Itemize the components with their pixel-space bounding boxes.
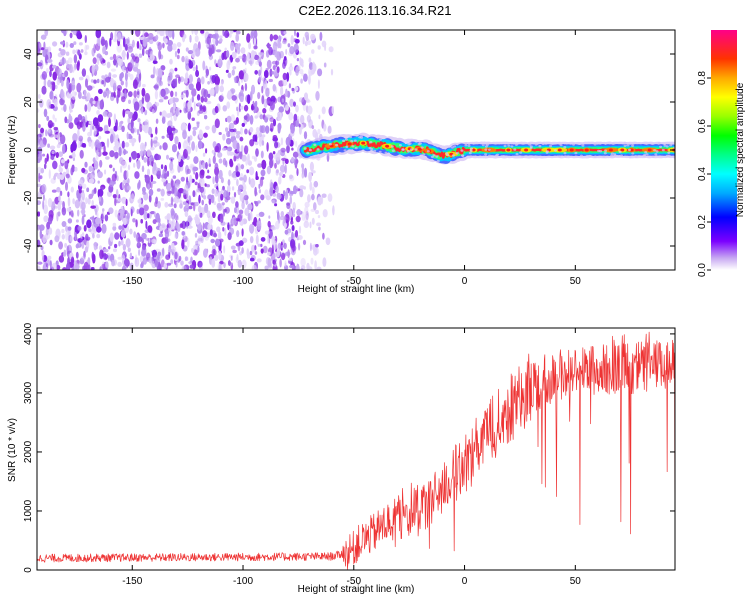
spectrogram-x-axis-label: Height of straight line (km) <box>298 284 415 295</box>
snr-series-line <box>37 331 675 570</box>
colorbar-tick-label: 0.8 <box>697 71 708 85</box>
snr-x-axis-label: Height of straight line (km) <box>298 584 415 595</box>
spectrogram-ridge-layer <box>297 132 675 165</box>
spectrogram-x-tick-label: 50 <box>570 276 582 287</box>
spectrogram-y-tick-label: 0 <box>23 147 34 153</box>
snr-y-tick-label: 4000 <box>23 322 34 345</box>
snr-series-layer <box>37 331 675 570</box>
snr-y-ticks: 0 1000 2000 3000 4000 <box>23 322 675 573</box>
colorbar-ticks: 0.0 0.2 0.4 0.6 0.8 <box>697 71 711 277</box>
spectrogram-y-tick-label: 20 <box>23 96 34 108</box>
colorbar-tick-label: 0.2 <box>697 215 708 229</box>
colorbar: 0.0 0.2 0.4 0.6 0.8 Normalized spectral ampl… <box>697 30 746 277</box>
snr-y-axis-label: SNR (10 * v/v) <box>7 418 18 482</box>
spectrogram-x-tick-label: -50 <box>347 276 362 287</box>
snr-y-tick-label: 1000 <box>23 499 34 522</box>
spectrogram-y-tick-label: -40 <box>23 238 34 253</box>
spectrogram-x-tick-label: -150 <box>122 276 142 287</box>
spectrogram-y-tick-label: 40 <box>23 48 34 60</box>
snr-x-tick-label: -50 <box>347 576 362 587</box>
spectrogram-x-ticks: -150 -100 -50 0 50 <box>122 30 581 287</box>
snr-frame <box>36 327 676 571</box>
colorbar-gradient <box>711 30 737 270</box>
spectrogram-y-ticks: -40 -20 0 20 40 <box>23 48 675 253</box>
figure-title: C2E2.2026.113.16.34.R21 <box>299 3 452 18</box>
snr-x-tick-label: -100 <box>233 576 253 587</box>
snr-x-tick-label: 0 <box>462 576 468 587</box>
colorbar-tick-label: 0.6 <box>697 119 708 133</box>
colorbar-tick-label: 0.4 <box>697 167 708 181</box>
spectrogram-x-tick-label: 0 <box>462 276 468 287</box>
spectrogram-panel: -150 -100 -50 0 50 -40 -20 0 20 40 Height of str… <box>7 29 676 295</box>
spectrogram-noise-layer <box>37 30 335 270</box>
snr-y-tick-label: 2000 <box>23 440 34 463</box>
colorbar-label: Normalized spectral amplitude <box>735 82 746 217</box>
spectrogram-y-tick-label: -20 <box>23 190 34 205</box>
spectrogram-y-axis-label: Frequency (Hz) <box>7 116 18 185</box>
snr-x-tick-label: 50 <box>570 576 582 587</box>
spectrogram-x-tick-label: -100 <box>233 276 253 287</box>
snr-y-tick-label: 3000 <box>23 381 34 404</box>
snr-x-ticks: -150 -100 -50 0 50 <box>122 328 581 587</box>
snr-x-tick-label: -150 <box>122 576 142 587</box>
colorbar-tick-label: 0.0 <box>697 263 708 277</box>
snr-y-tick-label: 0 <box>23 567 34 573</box>
